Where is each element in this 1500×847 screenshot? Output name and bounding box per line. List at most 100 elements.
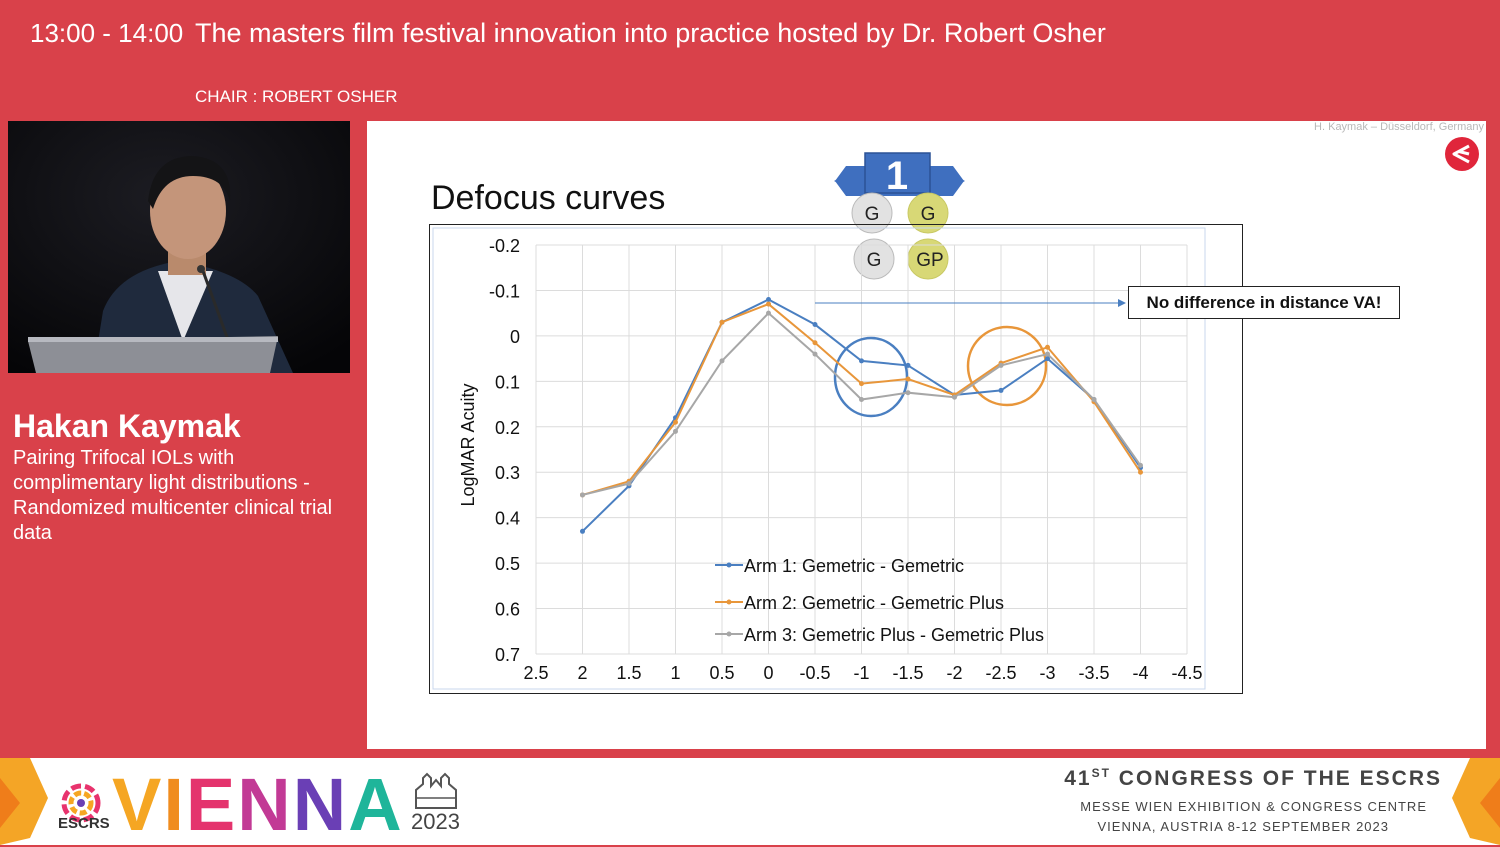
y-tick-label: 0.1: [495, 372, 520, 392]
defocus-chart-svg: -0.2 -0.1 0 0.1 0.2 0.3 0.4 0.5 0.6 0.7 2.5 2 1.5 1 0…: [432, 227, 1206, 690]
arrow-head-icon: [1118, 299, 1126, 307]
x-tick-label: -3.5: [1078, 663, 1109, 683]
data-point-arm2: [812, 340, 818, 346]
x-tick-label: 0: [763, 663, 773, 683]
data-point-arm1: [859, 358, 864, 364]
x-tick-label: 0.5: [709, 663, 734, 683]
data-point-arm3: [1045, 351, 1050, 357]
x-tick-label: -0.5: [799, 663, 830, 683]
defocus-chart: -0.2 -0.1 0 0.1 0.2 0.3 0.4 0.5 0.6 0.7 2.5 2 1.5 1 0…: [429, 224, 1243, 694]
y-tick-label: 0.6: [495, 600, 520, 620]
vienna-letter: N: [292, 763, 349, 846]
lens-chip: G: [865, 204, 880, 225]
vienna-letter: I: [163, 763, 186, 846]
speaker-video-image: [8, 121, 350, 373]
data-point-arm3: [952, 394, 957, 400]
y-tick-label: -0.1: [489, 281, 520, 301]
y-tick-label: 0.2: [495, 418, 520, 438]
escrs-wordmark: ESCRS: [58, 815, 110, 832]
data-point-arm1: [1045, 356, 1050, 362]
x-tick-label: -2.5: [985, 663, 1016, 683]
vienna-year: 2023: [411, 809, 460, 834]
vienna-letter: V: [112, 763, 164, 846]
lens-chip: GP: [916, 250, 943, 271]
session-time: 13:00 - 14:00: [30, 18, 184, 48]
lens-chip: G: [867, 250, 882, 271]
data-point-arm1: [580, 528, 585, 534]
congress-number: 41: [1064, 767, 1092, 790]
x-tick-label: -1.5: [892, 663, 923, 683]
data-point-arm3: [673, 428, 678, 434]
lens-chip: G: [921, 204, 936, 225]
data-point-arm1: [905, 362, 911, 368]
x-tick-label: 1.5: [616, 663, 641, 683]
y-tick-label: 0.7: [495, 645, 520, 665]
slide-credit: H. Kaymak – Düsseldorf, Germany: [1314, 121, 1484, 133]
footer-decoration-left: [0, 758, 48, 845]
congress-ordinal: ST: [1091, 766, 1111, 780]
data-point-arm3: [812, 351, 818, 357]
vienna-wordmark: VIENNA: [112, 762, 404, 847]
x-tick-label: 1: [670, 663, 680, 683]
x-tick-label: 2.5: [523, 663, 548, 683]
congress-title: 41ST CONGRESS OF THE ESCRS: [1064, 766, 1442, 791]
footer-decoration-right: [1452, 758, 1500, 845]
y-axis-label: LogMAR Acuity: [458, 383, 478, 506]
vienna-letter: A: [348, 763, 404, 846]
x-tick-label: -4: [1132, 663, 1148, 683]
x-tick-label: -3: [1039, 663, 1055, 683]
legend: Arm 1: Gemetric - Gemetric Arm 2: Gemetr…: [715, 556, 1044, 645]
vienna-wordmark-text: VIENNA: [112, 763, 404, 846]
data-point-arm3: [859, 397, 864, 403]
data-point-arm2: [1138, 469, 1143, 475]
data-point-arm3: [766, 310, 771, 316]
data-point-arm2: [673, 419, 678, 425]
data-point-arm2: [766, 301, 771, 307]
y-tick-label: 0.5: [495, 554, 520, 574]
callout-box: No difference in distance VA!: [1128, 286, 1400, 319]
vienna-letter: N: [237, 763, 293, 846]
data-point-arm1: [766, 297, 771, 303]
legend-entry-arm1: Arm 1: Gemetric - Gemetric: [744, 556, 964, 576]
x-tick-label: -2: [946, 663, 962, 683]
x-tick-label: -4.5: [1171, 663, 1202, 683]
footer-banner: ESCRS VIENNA 2023 41ST CONGRESS OF THE E…: [0, 758, 1500, 847]
congress-venue: MESSE WIEN EXHIBITION & CONGRESS CENTRE: [1080, 799, 1427, 814]
legend-entry-arm3: Arm 3: Gemetric Plus - Gemetric Plus: [744, 625, 1044, 645]
y-tick-label: -0.2: [489, 236, 520, 256]
data-point-arm3: [998, 362, 1004, 368]
congress-dates: VIENNA, AUSTRIA 8-12 SEPTEMBER 2023: [1097, 819, 1389, 834]
data-point-arm3: [580, 492, 585, 498]
presenter-logo-icon: [1445, 137, 1479, 171]
data-point-arm1: [998, 387, 1004, 393]
data-point-arm3: [719, 358, 725, 364]
data-point-arm3: [1138, 462, 1143, 468]
data-point-arm1: [812, 322, 818, 328]
building-icon: [415, 772, 457, 809]
escrs-logo-icon: [61, 783, 101, 823]
vienna-letter: E: [185, 763, 238, 846]
slide-heading: Defocus curves: [431, 179, 666, 217]
x-tick-label: -1: [853, 663, 869, 683]
data-point-arm2: [859, 381, 864, 387]
highlight-circle-orange: [966, 325, 1048, 407]
session-chair: CHAIR : ROBERT OSHER: [195, 87, 398, 106]
speaker-video: [8, 121, 350, 373]
data-point-arm3: [626, 481, 632, 487]
y-tick-label: 0: [510, 327, 520, 347]
data-point-arm2: [905, 376, 911, 382]
x-tick-label: 2: [577, 663, 587, 683]
legend-entry-arm2: Arm 2: Gemetric - Gemetric Plus: [744, 593, 1004, 613]
data-point-arm3: [1091, 397, 1097, 403]
presentation-slide: H. Kaymak – Düsseldorf, Germany Defocus …: [367, 121, 1486, 749]
y-tick-label: 0.4: [495, 509, 520, 529]
congress-name: CONGRESS OF THE ESCRS: [1110, 767, 1442, 790]
session-title: The masters film festival innovation int…: [195, 18, 1106, 48]
data-point-arm2: [719, 319, 725, 325]
rank-badge: 1 G G G GP: [834, 152, 965, 280]
speaker-name: Hakan Kaymak: [13, 408, 241, 444]
talk-title: Pairing Trifocal IOLs with complimentary…: [13, 447, 333, 544]
rank-number: 1: [886, 154, 908, 198]
y-tick-label: 0.3: [495, 463, 520, 483]
data-point-arm2: [1045, 344, 1050, 350]
